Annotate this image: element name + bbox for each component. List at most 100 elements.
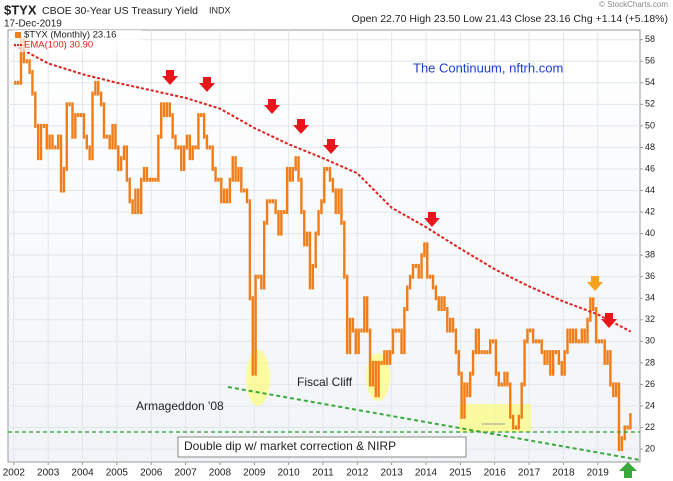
- price-bar: [208, 145, 212, 150]
- annotation: Double dip w/ market correction & NIRP: [184, 439, 396, 453]
- x-tick-label: 2004: [71, 468, 94, 479]
- chart-subtitle: CBOE 30-Year US Treasury Yield: [42, 5, 198, 17]
- highlight: [246, 350, 270, 406]
- price-bar: [526, 328, 529, 344]
- price-bar: [623, 425, 626, 441]
- price-bar: [102, 102, 106, 139]
- price-bar: [131, 199, 134, 215]
- price-bar: [251, 296, 254, 376]
- price-bar: [620, 436, 624, 452]
- price-bar: [105, 134, 109, 139]
- price-bar: [154, 177, 157, 182]
- price-bar: [128, 177, 131, 204]
- y-tick-label: 28: [645, 357, 655, 367]
- price-bar: [506, 371, 509, 387]
- price-bar: [626, 425, 629, 430]
- price-bar: [414, 263, 418, 268]
- price-bar: [546, 350, 549, 365]
- x-tick-label: 2014: [415, 468, 438, 479]
- price-bar: [540, 339, 543, 355]
- price-bar: [457, 350, 460, 376]
- price-bar: [320, 199, 323, 215]
- price-bar: [31, 70, 34, 96]
- price-bar: [600, 339, 604, 344]
- price-bar: [554, 350, 558, 355]
- price-bar: [451, 317, 455, 333]
- price-bar: [408, 274, 412, 290]
- price-bar: [260, 274, 263, 290]
- price-bar: [357, 328, 360, 355]
- price-bar: [254, 274, 257, 376]
- price-bar: [137, 188, 140, 215]
- price-bar: [394, 328, 398, 333]
- price-bar: [300, 177, 303, 215]
- price-bar: [597, 339, 601, 344]
- price-bar: [583, 328, 586, 344]
- y-tick-label: 22: [645, 422, 655, 432]
- price-bar: [363, 296, 366, 333]
- y-tick-label: 46: [645, 163, 655, 173]
- price-bar: [188, 134, 192, 161]
- price-bar: [331, 177, 335, 193]
- price-bar: [217, 177, 220, 182]
- x-tick-label: 2015: [449, 468, 472, 479]
- legend-swatch: [15, 32, 21, 38]
- price-bar: [617, 382, 621, 452]
- date: 17-Dec-2019: [4, 19, 62, 30]
- price-bar: [509, 382, 512, 419]
- price-bar: [354, 328, 357, 355]
- price-bar: [474, 328, 478, 355]
- x-tick-label: 2007: [174, 468, 197, 479]
- legend: [12, 30, 142, 52]
- price-bar: [371, 360, 375, 387]
- price-bar: [142, 166, 146, 182]
- price-bar: [94, 80, 97, 96]
- price-bar: [291, 166, 295, 182]
- x-tick-label: 2011: [312, 468, 334, 479]
- annotation: Fiscal Cliff: [297, 375, 353, 389]
- price-bar: [460, 371, 463, 419]
- x-tick-label: 2005: [106, 468, 129, 479]
- price-bar: [406, 285, 409, 312]
- arrow: [162, 70, 178, 85]
- chart-title: $TYX: [4, 2, 37, 17]
- price-bar: [159, 102, 163, 139]
- price-bar: [68, 102, 71, 107]
- price-bar: [34, 91, 37, 128]
- x-tick-label: 2003: [37, 468, 60, 479]
- price-bar: [265, 199, 269, 225]
- price-bar: [194, 145, 197, 150]
- price-bar: [365, 296, 369, 333]
- price-bar: [19, 37, 23, 85]
- price-bar: [434, 285, 438, 301]
- price-bar: [285, 166, 289, 215]
- price-bar: [348, 317, 352, 355]
- price-bar: [494, 339, 498, 376]
- price-bar: [119, 156, 123, 171]
- y-tick-label: 34: [645, 293, 655, 303]
- price-bar: [91, 91, 94, 161]
- price-bar: [39, 123, 43, 161]
- price-bar: [36, 123, 40, 161]
- price-bar: [25, 59, 28, 64]
- price-bar: [171, 113, 174, 139]
- arrow: [601, 313, 617, 328]
- price-bar: [174, 134, 177, 150]
- price-bar: [185, 134, 189, 150]
- y-tick-label: 36: [645, 271, 655, 281]
- price-bar: [139, 177, 143, 215]
- price-bar: [345, 274, 349, 355]
- price-bar: [200, 113, 203, 118]
- price-bar: [463, 382, 466, 419]
- y-tick-label: 24: [645, 400, 655, 410]
- price-bar: [85, 134, 88, 150]
- arrow: [264, 99, 280, 114]
- price-bar: [205, 134, 209, 150]
- price-bar: [557, 350, 561, 365]
- price-bar: [268, 199, 272, 204]
- price-bar: [334, 188, 337, 215]
- price-bar: [202, 113, 206, 139]
- price-bar: [477, 328, 480, 355]
- price-bar: [262, 220, 266, 290]
- price-bar: [391, 328, 395, 355]
